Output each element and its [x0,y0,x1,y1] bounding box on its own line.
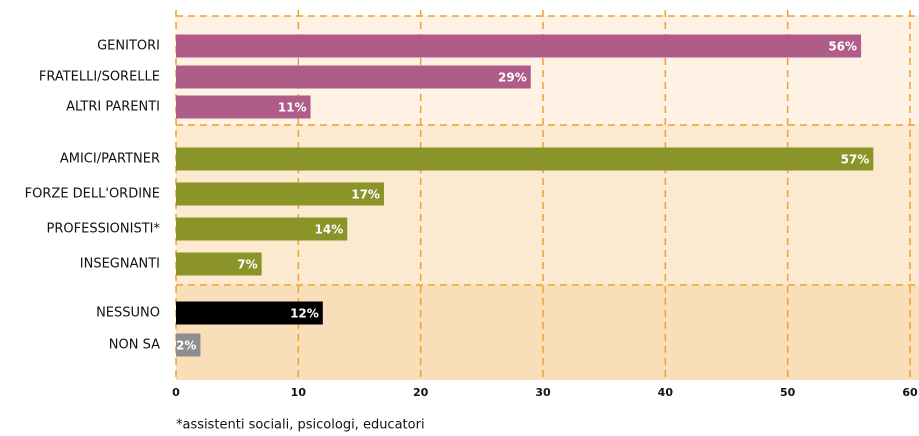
bar [176,252,262,276]
y-tick-label: NON SA [109,338,160,353]
y-tick-label: ALTRI PARENTI [66,100,160,115]
value-label: 17% [351,188,380,202]
bar [176,65,531,89]
bar [176,147,874,171]
bar [176,182,384,206]
y-tick-label: PROFESSIONISTI* [47,222,161,237]
value-label: 56% [828,40,857,54]
x-tick-label: 60 [902,386,918,399]
footnote: *assistenti sociali, psicologi, educator… [176,418,425,433]
band [176,285,919,380]
x-tick-label: 10 [291,386,307,399]
value-label: 29% [498,71,527,85]
y-tick-label: FORZE DELL'ORDINE [25,187,160,202]
value-label: 57% [841,153,870,167]
x-tick-label: 30 [535,386,551,399]
bar [176,217,348,241]
bar [176,333,201,357]
y-tick-label: INSEGNANTI [80,257,160,272]
bar [176,301,323,325]
y-tick-label: AMICI/PARTNER [60,152,160,167]
value-label: 7% [237,258,257,272]
value-label: 14% [315,223,344,237]
y-tick-label: GENITORI [97,39,160,54]
bar [176,95,311,119]
value-label: 11% [278,101,307,115]
bar [176,34,862,58]
x-tick-label: 0 [172,386,180,399]
value-label: 12% [290,307,319,321]
value-label: 2% [176,339,196,353]
x-tick-label: 20 [413,386,429,399]
y-tick-label: FRATELLI/SORELLE [39,70,160,85]
y-tick-label: NESSUNO [96,306,160,321]
x-tick-label: 40 [658,386,674,399]
group-separators [176,15,919,286]
x-tick-label: 50 [780,386,796,399]
